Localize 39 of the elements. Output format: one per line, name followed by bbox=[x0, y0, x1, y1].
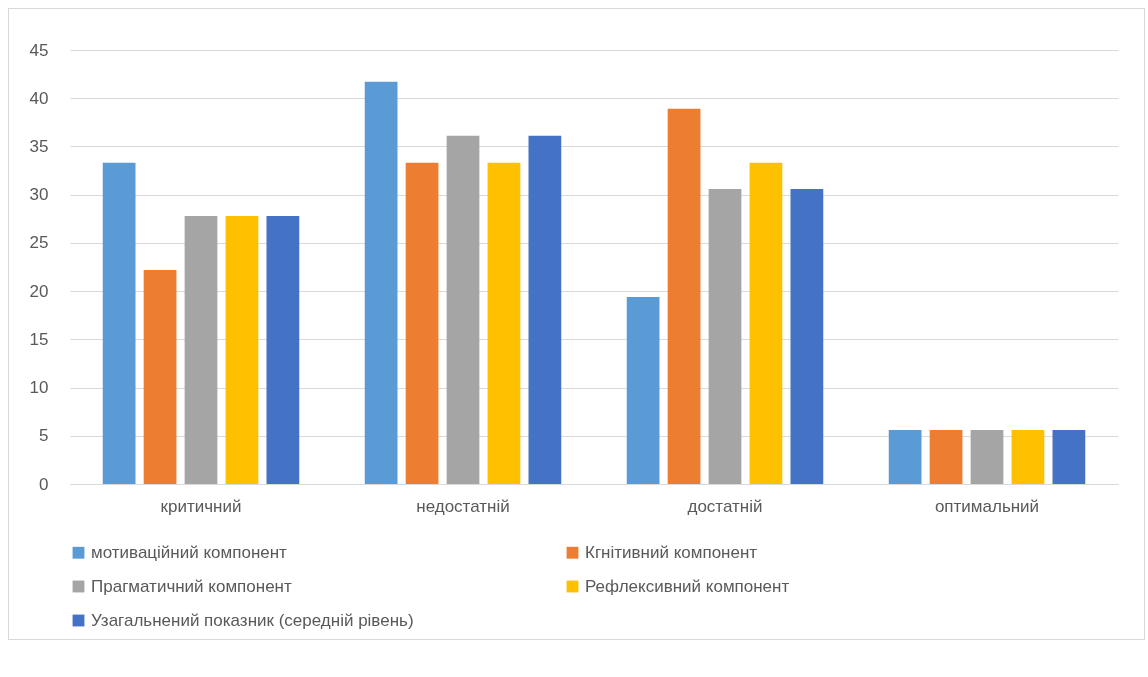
y-tick-label: 30 bbox=[29, 185, 49, 205]
y-tick-label: 25 bbox=[29, 233, 49, 253]
y-tick-label: 45 bbox=[29, 40, 49, 60]
bar bbox=[102, 162, 136, 484]
bar bbox=[1052, 429, 1086, 484]
bar bbox=[143, 269, 177, 484]
bar bbox=[225, 215, 259, 484]
bar bbox=[528, 135, 562, 484]
legend-label: Узагальнений показник (середній рівень) bbox=[91, 610, 414, 630]
bar bbox=[405, 162, 439, 484]
bar bbox=[749, 162, 783, 484]
y-tick-label: 0 bbox=[39, 474, 49, 494]
bar bbox=[446, 135, 480, 484]
bar bbox=[1011, 429, 1045, 484]
bar bbox=[888, 429, 922, 484]
legend-label: Рефлексивний компонент bbox=[585, 576, 790, 596]
bar bbox=[266, 215, 300, 484]
y-tick-label: 5 bbox=[39, 426, 49, 446]
y-tick-label: 35 bbox=[29, 136, 49, 156]
bar bbox=[667, 108, 701, 484]
bar bbox=[364, 81, 398, 484]
bar bbox=[184, 215, 218, 484]
bar bbox=[929, 429, 963, 484]
y-tick-label: 15 bbox=[29, 329, 49, 349]
x-tick-label: критичний bbox=[160, 496, 242, 516]
bar bbox=[626, 296, 660, 484]
bar bbox=[487, 162, 521, 484]
x-tick-label: оптимальний bbox=[934, 496, 1040, 516]
legend-label: Кгнітивний компонент bbox=[585, 542, 758, 562]
y-tick-label: 40 bbox=[29, 88, 49, 108]
y-tick-label: 10 bbox=[29, 378, 49, 398]
y-tick-label: 20 bbox=[29, 281, 49, 301]
bar bbox=[970, 429, 1004, 484]
x-tick-label: недостатній bbox=[416, 496, 510, 516]
legend-label: Прагматичний компонент bbox=[91, 576, 292, 596]
bar bbox=[790, 188, 824, 484]
x-tick-label: достатній bbox=[687, 496, 763, 516]
legend-label: мотиваційний компонент bbox=[91, 542, 288, 562]
bar bbox=[708, 188, 742, 484]
